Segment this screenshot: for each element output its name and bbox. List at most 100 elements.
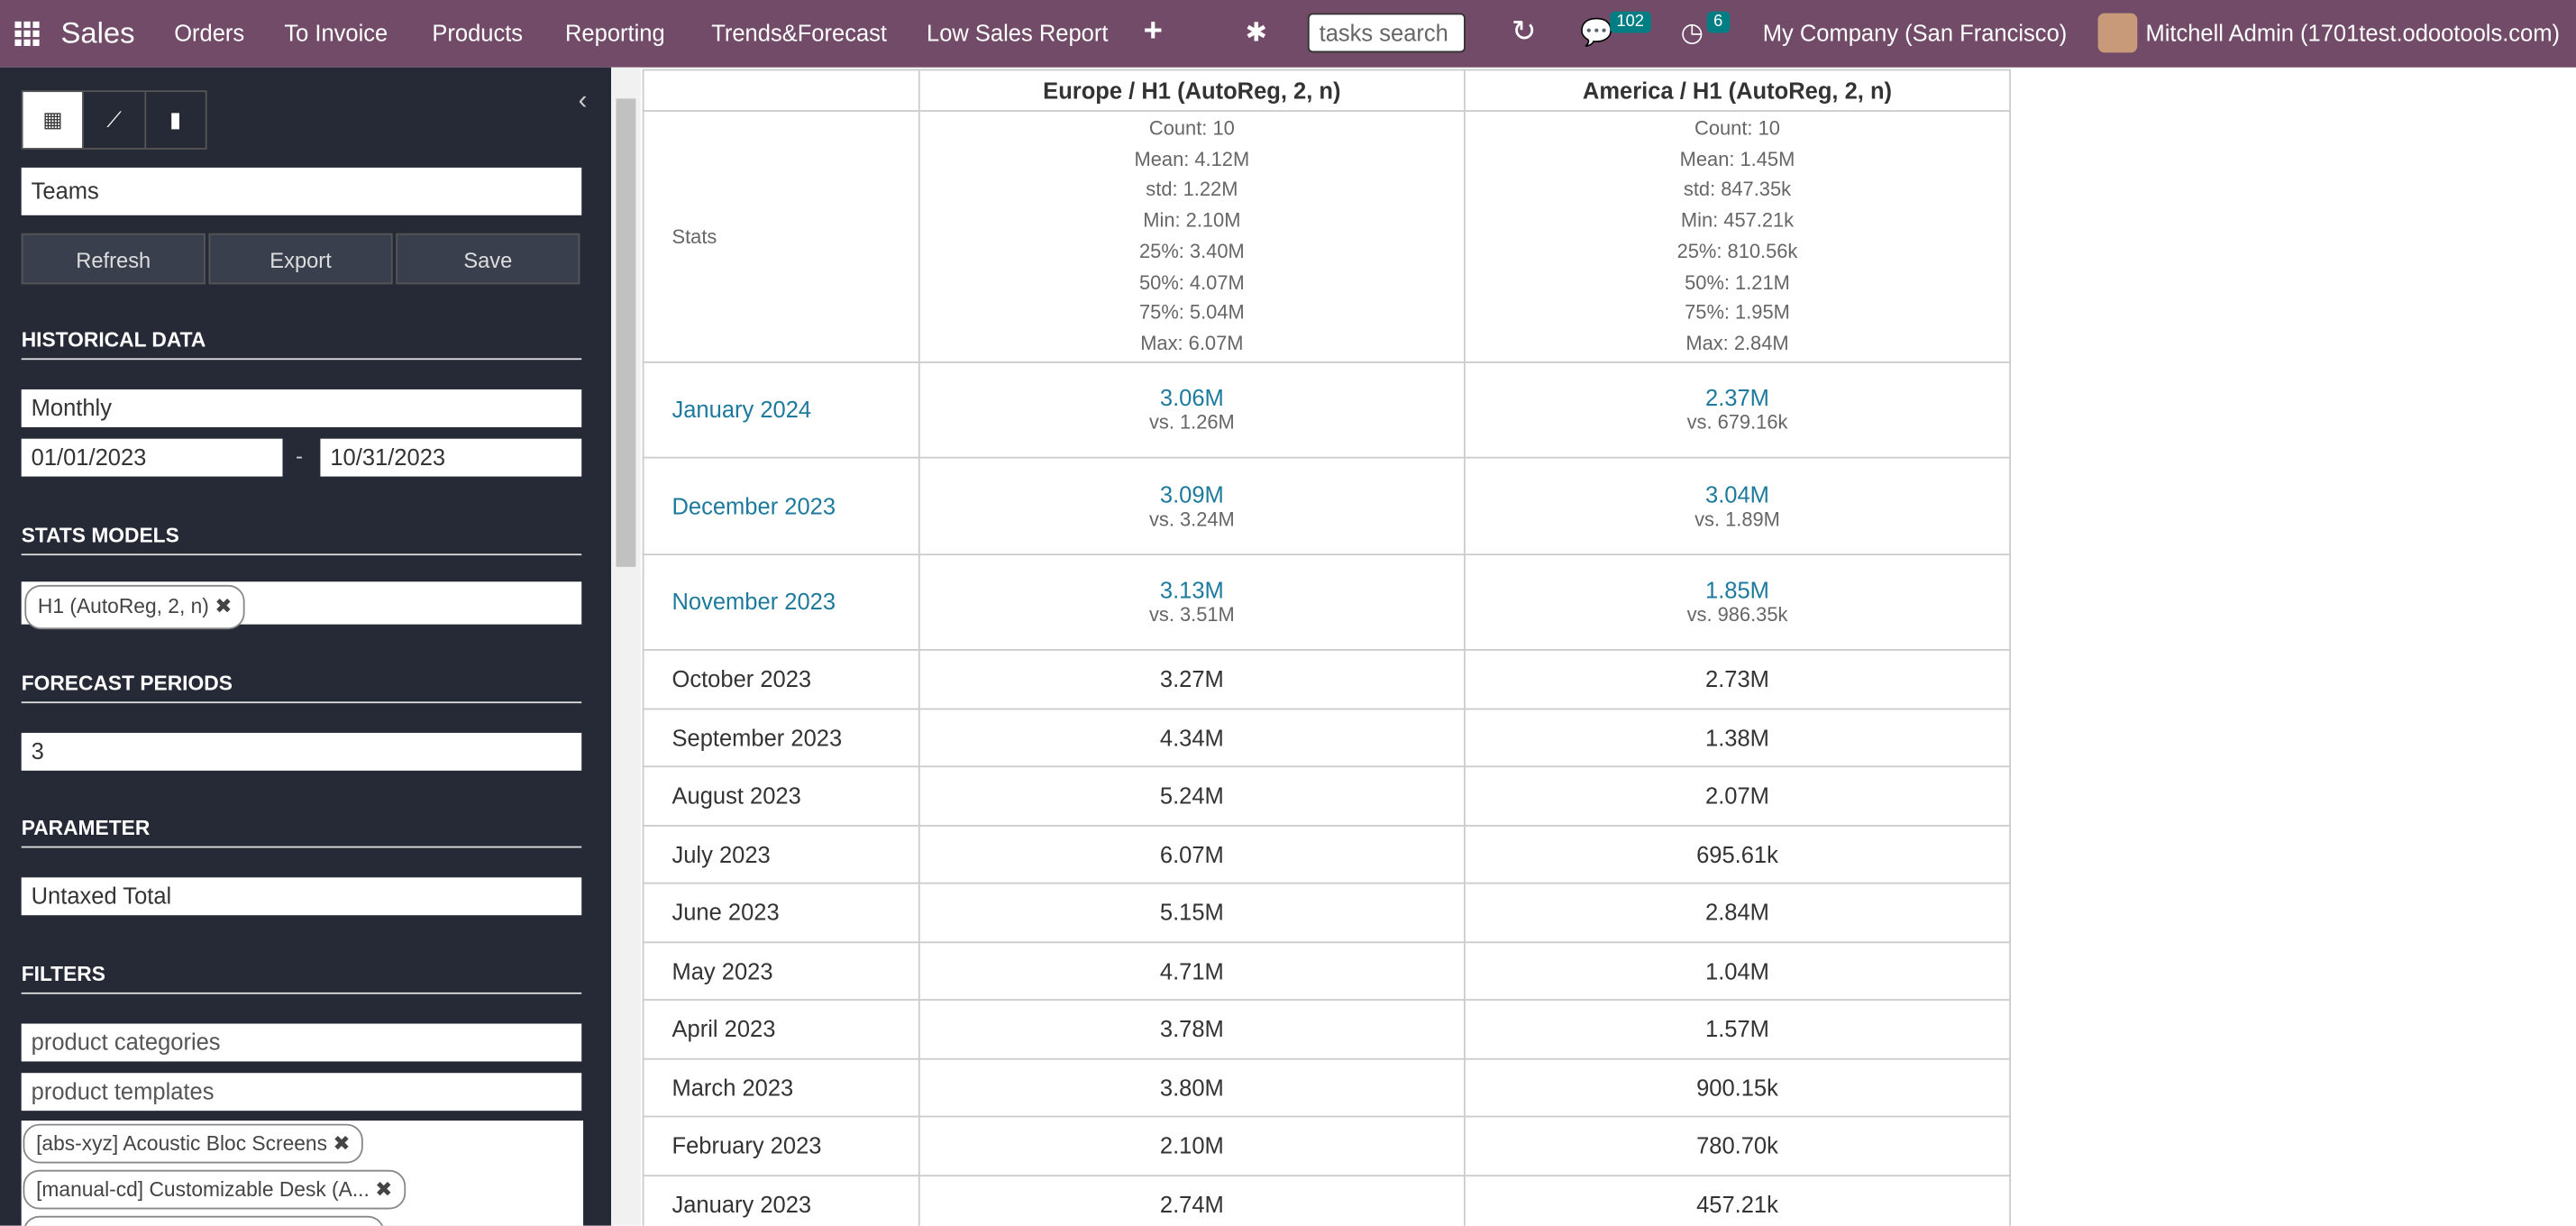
categories-filter[interactable]: product categories: [21, 1023, 582, 1062]
stat-line: 25%: 3.40M: [1138, 239, 1245, 263]
add-icon[interactable]: +: [1143, 13, 1163, 50]
save-button[interactable]: Save: [396, 233, 580, 285]
models-input[interactable]: H1 (AutoReg, 2, n) ✖: [21, 581, 582, 630]
apps-icon[interactable]: [14, 21, 40, 47]
date-from-input[interactable]: 01/01/2023: [21, 438, 283, 477]
product-tag-text: [abs-xyz] Acoustic Bloc Screens: [36, 1131, 328, 1156]
menu-item[interactable]: Orders: [174, 19, 245, 47]
data-row: May 2023 4.71M 1.04M: [642, 940, 2011, 1002]
value-cell: 2.73M: [1464, 649, 2011, 709]
section-title: FORECAST PERIODS: [21, 672, 582, 704]
table-view-button[interactable]: ▦: [23, 92, 83, 149]
stats-table: Europe / H1 (AutoReg, 2, n) America / H1 …: [642, 69, 2011, 1226]
stat-line: 75%: 1.95M: [1685, 300, 1790, 325]
bar-view-button[interactable]: ▮: [143, 92, 206, 149]
menu-item[interactable]: Reporting: [565, 19, 665, 47]
header-row: Europe / H1 (AutoReg, 2, n) America / H1 …: [642, 69, 2011, 112]
sync-icon[interactable]: ↻: [1511, 14, 1537, 48]
scrollbar-thumb[interactable]: [616, 98, 636, 567]
menu-item[interactable]: Trends&Forecast: [711, 19, 888, 47]
forecast-value: 1.85M: [1705, 577, 1769, 604]
group-by-select[interactable]: Teams: [21, 167, 582, 215]
forecast-value: 3.09M: [1159, 480, 1224, 508]
stats-row: Stats Count: 10 Mean: 4.12M std: 1.22M Min: …: [642, 110, 2011, 363]
stat-line: Min: 2.10M: [1143, 208, 1241, 233]
stat-line: Max: 2.84M: [1685, 332, 1789, 355]
messages-badge: 102: [1610, 11, 1651, 33]
activities-icon[interactable]: ◷: [1680, 19, 1704, 48]
section-title: FILTERS: [21, 963, 582, 994]
company-switcher[interactable]: My Company (San Francisco): [1762, 19, 2068, 47]
value-cell: 1.04M: [1464, 940, 2011, 1002]
comparison-value: vs. 3.51M: [1148, 603, 1235, 627]
forecast-value: 3.13M: [1159, 577, 1224, 604]
avatar[interactable]: [2097, 13, 2138, 53]
model-tag-text: H1 (AutoReg, 2, n): [37, 594, 209, 618]
product-tag-text: [manual-cd] Customizable Desk (A...: [36, 1177, 370, 1202]
forecast-cell: 3.13M vs. 3.51M: [918, 553, 1466, 652]
row-label: Stats: [642, 110, 920, 363]
menu-item[interactable]: Low Sales Report: [927, 19, 1109, 47]
export-button[interactable]: Export: [208, 233, 393, 285]
product-tag[interactable]: [ODS-900] Office Design Software ✖: [23, 1215, 385, 1226]
forecast-value: 3.06M: [1159, 385, 1224, 412]
data-row: January 2023 2.74M 457.21k: [642, 1174, 2011, 1226]
section-title: PARAMETER: [21, 817, 582, 848]
messages-icon[interactable]: 💬: [1580, 19, 1613, 48]
comparison-value: vs. 3.24M: [1148, 507, 1235, 531]
row-label: August 2023: [642, 765, 920, 827]
value-cell: 457.21k: [1464, 1174, 2011, 1226]
date-to-input[interactable]: 10/31/2023: [320, 438, 582, 477]
row-label: April 2023: [642, 999, 920, 1059]
debug-icon[interactable]: ✱: [1245, 19, 1268, 48]
value-cell: 900.15k: [1464, 1057, 2011, 1118]
stat-line: std: 1.22M: [1146, 178, 1238, 202]
product-tag[interactable]: [abs-xyz] Acoustic Bloc Screens ✖: [23, 1123, 364, 1164]
value-cell: 6.07M: [918, 824, 1466, 884]
row-label: July 2023: [642, 824, 920, 884]
view-switcher: ▦ ⟋ ▮: [21, 90, 207, 150]
templates-filter[interactable]: product templates: [21, 1073, 582, 1112]
line-view-button[interactable]: ⟋: [82, 92, 144, 149]
forecast-periods-input[interactable]: 3: [21, 732, 582, 771]
data-row: July 2023 6.07M 695.61k: [642, 824, 2011, 884]
value-cell: 1.57M: [1464, 999, 2011, 1059]
menu-item[interactable]: Products: [432, 19, 524, 47]
data-row: October 2023 3.27M 2.73M: [642, 649, 2011, 709]
forecast-row: January 2024 3.06M vs. 1.26M 2.37M vs. 679.1…: [642, 361, 2011, 459]
forecast-cell: 2.37M vs. 679.16k: [1464, 361, 2011, 459]
product-tag-text: [ODS-900] Office Design Software: [36, 1224, 349, 1226]
forecast-value: 3.04M: [1705, 480, 1769, 508]
data-row: August 2023 5.24M 2.07M: [642, 765, 2011, 827]
period-select[interactable]: Monthly: [21, 389, 582, 427]
data-row: April 2023 3.78M 1.57M: [642, 999, 2011, 1059]
value-cell: 3.80M: [918, 1057, 1466, 1118]
menu-item[interactable]: To Invoice: [284, 19, 388, 47]
stat-line: Max: 6.07M: [1140, 332, 1244, 355]
row-label: October 2023: [642, 649, 920, 709]
value-cell: 780.70k: [1464, 1115, 2011, 1176]
app-name[interactable]: Sales: [60, 16, 135, 50]
parameter-select[interactable]: Untaxed Total: [21, 877, 582, 916]
activities-badge: 6: [1706, 11, 1730, 33]
search-input[interactable]: tasks search: [1307, 13, 1466, 53]
date-separator: -: [296, 444, 304, 469]
value-cell: 3.27M: [918, 649, 1466, 709]
stat-line: Mean: 1.45M: [1679, 147, 1795, 171]
model-tag[interactable]: H1 (AutoReg, 2, n) ✖: [24, 584, 245, 630]
stat-line: Min: 457.21k: [1680, 208, 1795, 233]
product-tag[interactable]: [manual-cd] Customizable Desk (A... ✖: [23, 1169, 406, 1210]
collapse-button[interactable]: ‹: [578, 87, 588, 115]
row-label: March 2023: [642, 1057, 920, 1118]
value-cell: 4.34M: [918, 707, 1466, 768]
user-menu[interactable]: Mitchell Admin (1701test.odootools.com): [2145, 19, 2560, 47]
column-header: Europe / H1 (AutoReg, 2, n): [918, 69, 1466, 112]
refresh-button[interactable]: Refresh: [21, 233, 206, 285]
stat-line: std: 847.35k: [1683, 178, 1792, 202]
data-row: March 2023 3.80M 900.15k: [642, 1057, 2011, 1118]
column-header: America / H1 (AutoReg, 2, n): [1464, 69, 2011, 112]
row-label: February 2023: [642, 1115, 920, 1176]
data-row: September 2023 4.34M 1.38M: [642, 707, 2011, 768]
value-cell: 2.84M: [1464, 883, 2011, 943]
